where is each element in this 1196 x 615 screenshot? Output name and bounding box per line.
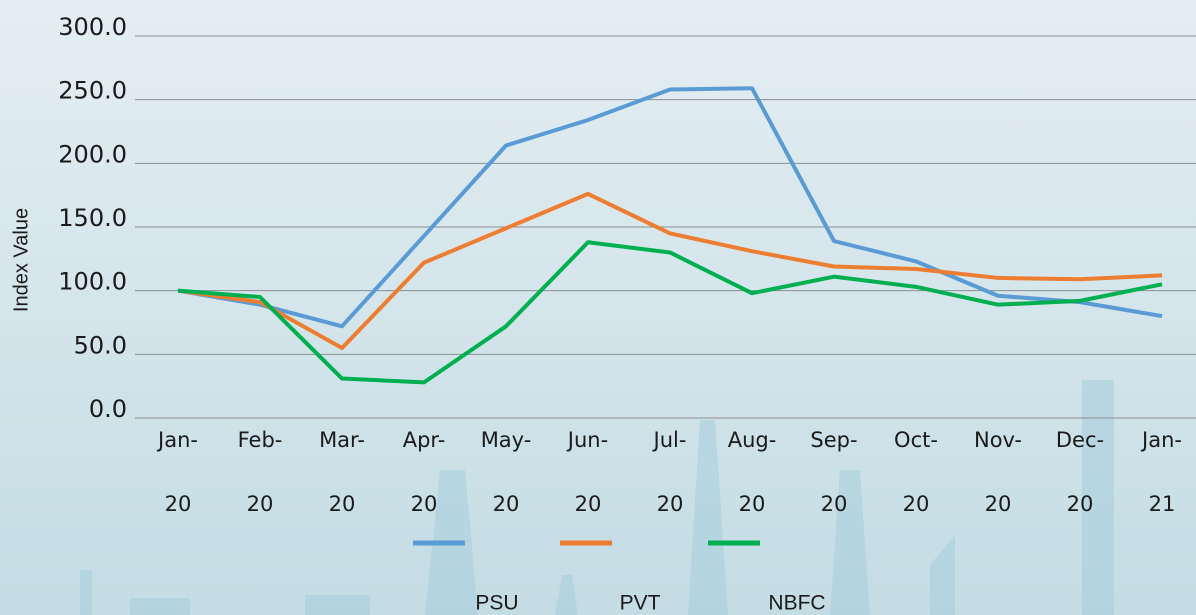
page: {"chart_data": {"type": "line", "y_label… [0, 0, 1196, 615]
y-axis-label: Index Value [10, 208, 32, 312]
y-tick-label: 250.0 [58, 77, 127, 105]
legend-label: NBFC [768, 592, 825, 615]
y-tick-label: 300.0 [58, 13, 127, 41]
legend-label: PVT [620, 592, 661, 615]
y-tick-label: 0.0 [89, 395, 127, 423]
y-tick-label: 150.0 [58, 204, 127, 232]
background [0, 0, 1196, 615]
y-tick-label: 200.0 [58, 140, 127, 168]
legend-label: PSU [475, 592, 518, 615]
y-tick-label: 100.0 [58, 268, 127, 296]
y-tick-label: 50.0 [74, 331, 127, 359]
chart: Index Value 0.0 50.0 100.0 150.0 200.0 250.0 3… [0, 0, 1196, 615]
